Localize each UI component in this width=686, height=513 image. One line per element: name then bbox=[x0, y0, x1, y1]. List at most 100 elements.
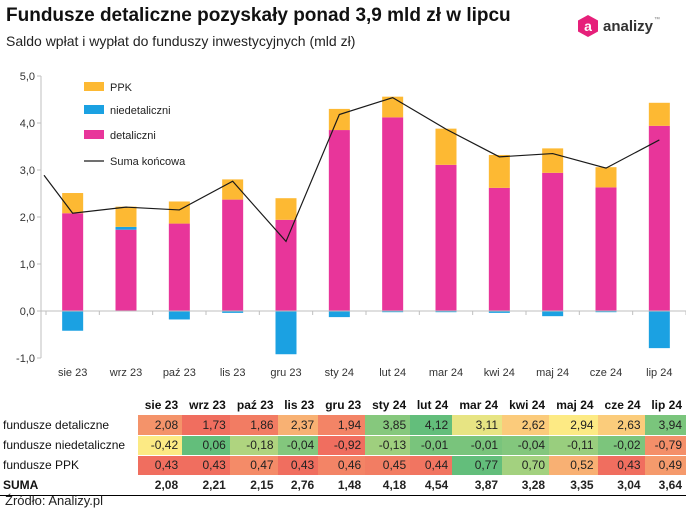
table-cell: 2,08 bbox=[137, 474, 183, 496]
table-cell: 2,76 bbox=[277, 474, 319, 496]
table-header-cell: sie 23 bbox=[144, 398, 179, 412]
table-row-label: SUMA bbox=[0, 474, 138, 496]
bar-ppk bbox=[168, 201, 190, 224]
bar-ppk bbox=[115, 206, 137, 227]
bar-detaliczni bbox=[595, 187, 617, 311]
series-line-suma bbox=[43, 96, 660, 243]
table-cell: 0,70 bbox=[502, 455, 550, 476]
x-tick-label: wrz 23 bbox=[109, 367, 142, 379]
table-cell: -0,13 bbox=[365, 435, 411, 456]
table-cell: 2,08 bbox=[137, 415, 183, 436]
x-tick-label: paź 23 bbox=[163, 367, 196, 379]
table-cell: 2,94 bbox=[549, 415, 598, 436]
table-header-cell: lip 24 bbox=[651, 398, 682, 412]
table-cell: -0,04 bbox=[277, 435, 319, 456]
x-tick-label: sty 24 bbox=[325, 367, 354, 379]
logo-hexagon-icon: a bbox=[578, 15, 598, 37]
table-header-cell: kwi 24 bbox=[509, 398, 546, 412]
table-cell: 3,87 bbox=[452, 474, 503, 496]
bar-detaliczni bbox=[328, 130, 350, 311]
legend-label: PPK bbox=[110, 82, 133, 94]
table-cell: 3,04 bbox=[597, 474, 645, 496]
table-cell: -0,02 bbox=[597, 435, 645, 456]
bar-ppk bbox=[648, 102, 670, 126]
table-cell: 2,21 bbox=[182, 474, 230, 496]
bar-niedetaliczni bbox=[328, 311, 350, 318]
table-cell: 0,47 bbox=[229, 455, 278, 476]
bar-ppk bbox=[382, 96, 404, 118]
table-cell: 0,45 bbox=[365, 455, 411, 476]
table-header-cell: gru 23 bbox=[325, 398, 362, 412]
bar-ppk bbox=[595, 167, 617, 188]
table-cell: 1,73 bbox=[182, 415, 230, 436]
table-header-cell: sty 24 bbox=[372, 398, 407, 412]
bar-ppk bbox=[328, 108, 350, 131]
x-tick-label: kwi 24 bbox=[484, 367, 515, 379]
bar-niedetaliczni bbox=[168, 311, 190, 320]
table-cell: -0,92 bbox=[318, 435, 366, 456]
brand-logo: a analizy ™ bbox=[578, 13, 660, 39]
table-cell: -0,18 bbox=[229, 435, 278, 456]
table-cell: -0,79 bbox=[644, 435, 686, 456]
table-cell: 4,18 bbox=[365, 474, 411, 496]
table-cell: 1,86 bbox=[229, 415, 278, 436]
chart-subtitle: Saldo wpłat i wypłat do funduszy inwesty… bbox=[6, 33, 356, 49]
chart-title: Fundusze detaliczne pozyskały ponad 3,9 … bbox=[6, 5, 511, 26]
table-cell: 4,54 bbox=[410, 474, 453, 496]
table-row-label: fundusze detaliczne bbox=[0, 415, 138, 436]
table-cell: 3,35 bbox=[549, 474, 598, 496]
legend-label: detaliczni bbox=[110, 130, 156, 142]
table-cell: -0,01 bbox=[410, 435, 453, 456]
x-tick-label: lut 24 bbox=[379, 367, 406, 379]
y-tick-label: 2,0 bbox=[20, 212, 35, 224]
table-cell: 3,94 bbox=[644, 415, 686, 436]
table-header-cell: lis 23 bbox=[284, 398, 315, 412]
y-tick-label: 3,0 bbox=[20, 165, 35, 177]
bar-niedetaliczni bbox=[488, 311, 510, 313]
table-row-label: fundusze PPK bbox=[0, 455, 138, 476]
y-tick-label: 4,0 bbox=[20, 118, 35, 130]
flows-chart: 5,0 4,0 3,0 2,0 1,0 0,0 -1,0 sie 23 wrz 23 paź 23… bbox=[16, 71, 686, 379]
table-cell: 3,11 bbox=[452, 415, 503, 436]
table-cell: 2,37 bbox=[277, 415, 319, 436]
bar-niedetaliczni bbox=[542, 311, 564, 317]
bar-niedetaliczni bbox=[115, 226, 137, 230]
bar-ppk bbox=[542, 148, 564, 173]
table-cell: 0,43 bbox=[182, 455, 230, 476]
table-row: fundusze niedetaliczne -0,42 0,06 -0,18 -0,0… bbox=[0, 435, 686, 456]
table-row: fundusze detaliczne 2,08 1,73 1,86 2,37 1,94 3… bbox=[0, 415, 686, 436]
y-tick-label: 1,0 bbox=[20, 259, 35, 271]
table-cell: 0,06 bbox=[182, 435, 230, 456]
bar-ppk bbox=[275, 198, 297, 220]
x-tick-label: lip 24 bbox=[646, 367, 672, 379]
table-header-cell: lut 24 bbox=[416, 398, 449, 412]
table-header-cell: mar 24 bbox=[459, 398, 499, 412]
table-cell: -0,04 bbox=[502, 435, 550, 456]
table-cell: 0,43 bbox=[137, 455, 183, 476]
table-cell: 1,48 bbox=[318, 474, 366, 496]
table-cell: -0,01 bbox=[452, 435, 503, 456]
table-row-label: fundusze niedetaliczne bbox=[0, 435, 138, 456]
table-cell: -0,11 bbox=[549, 435, 598, 456]
table-cell: 0,46 bbox=[318, 455, 366, 476]
table-cell: 0,52 bbox=[549, 455, 598, 476]
table-cell: 0,43 bbox=[277, 455, 319, 476]
table-cell: 0,43 bbox=[597, 455, 645, 476]
bar-niedetaliczni bbox=[382, 311, 404, 313]
bar-niedetaliczni bbox=[648, 311, 670, 349]
table-cell: 1,94 bbox=[318, 415, 366, 436]
legend-label: Suma końcowa bbox=[110, 156, 186, 168]
x-tick-label: cze 24 bbox=[590, 367, 622, 379]
x-tick-label: maj 24 bbox=[536, 367, 569, 379]
x-tick-label: lis 23 bbox=[220, 367, 246, 379]
table-cell: 3,64 bbox=[644, 474, 686, 496]
table-cell: 0,49 bbox=[644, 455, 686, 476]
table-cell: 4,12 bbox=[410, 415, 453, 436]
table-cell: 0,77 bbox=[452, 455, 503, 476]
bar-niedetaliczni bbox=[62, 311, 84, 331]
legend-label: niedetaliczni bbox=[110, 105, 171, 117]
table-cell: 3,85 bbox=[365, 415, 411, 436]
logo-text: analizy bbox=[603, 17, 654, 35]
bar-ppk bbox=[488, 154, 510, 188]
bar-detaliczni bbox=[115, 229, 137, 311]
